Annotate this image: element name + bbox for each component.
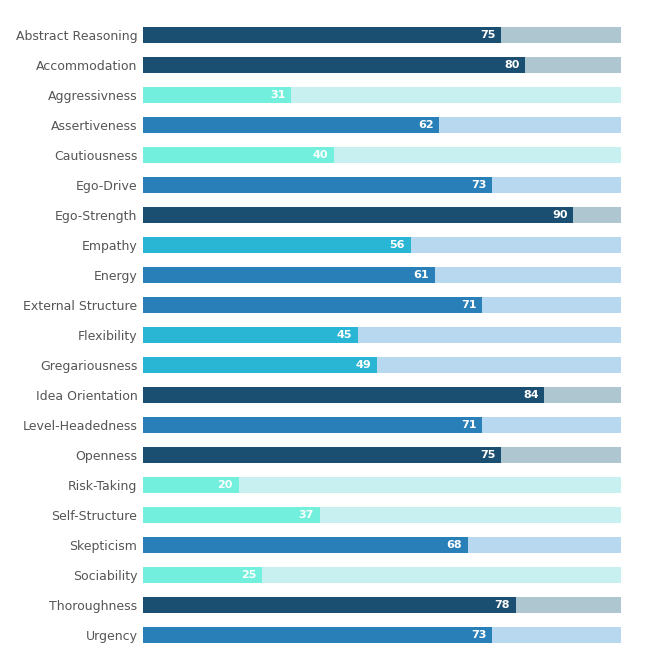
Bar	[143, 27, 501, 44]
Bar	[143, 626, 492, 643]
Text: 49: 49	[356, 360, 371, 370]
Bar	[143, 537, 468, 553]
Bar	[143, 87, 291, 103]
Bar	[143, 117, 439, 133]
Bar	[143, 267, 621, 283]
Text: 56: 56	[389, 240, 405, 250]
Bar	[143, 207, 621, 223]
Bar	[143, 567, 263, 583]
Bar	[143, 57, 525, 73]
Text: 90: 90	[552, 210, 567, 220]
Bar	[143, 537, 621, 553]
Bar	[143, 297, 621, 314]
Bar	[143, 117, 621, 133]
Bar	[143, 87, 621, 103]
Text: 84: 84	[523, 390, 539, 400]
Text: 45: 45	[337, 330, 352, 340]
Bar	[143, 507, 320, 523]
Bar	[143, 477, 239, 493]
Bar	[143, 447, 501, 463]
Bar	[143, 147, 621, 163]
Text: 80: 80	[504, 60, 519, 70]
Bar	[143, 356, 621, 373]
Text: 62: 62	[418, 120, 434, 130]
Bar	[143, 417, 621, 433]
Text: 68: 68	[447, 540, 462, 550]
Bar	[143, 147, 334, 163]
Text: 75: 75	[480, 450, 496, 460]
Bar	[143, 356, 377, 373]
Text: 40: 40	[313, 150, 328, 160]
Bar	[143, 447, 621, 463]
Text: 25: 25	[241, 570, 257, 580]
Text: 75: 75	[480, 30, 496, 40]
Bar	[143, 267, 435, 283]
Text: 73: 73	[471, 630, 486, 640]
Bar	[143, 567, 621, 583]
Bar	[143, 327, 358, 343]
Bar	[143, 207, 573, 223]
Text: 78: 78	[495, 600, 510, 610]
Bar	[143, 237, 411, 253]
Bar	[143, 297, 482, 314]
Bar	[143, 387, 621, 403]
Bar	[143, 387, 545, 403]
Bar	[143, 597, 621, 613]
Bar	[143, 626, 621, 643]
Bar	[143, 27, 621, 44]
Text: 20: 20	[218, 480, 233, 490]
Bar	[143, 57, 621, 73]
Bar	[143, 417, 482, 433]
Bar	[143, 177, 621, 194]
Text: 73: 73	[471, 180, 486, 190]
Text: 71: 71	[461, 300, 476, 310]
Bar	[143, 327, 621, 343]
Bar	[143, 507, 621, 523]
Bar	[143, 177, 492, 194]
Bar	[143, 597, 516, 613]
Bar	[143, 237, 621, 253]
Text: 31: 31	[270, 90, 285, 100]
Text: 71: 71	[461, 420, 476, 430]
Bar	[143, 477, 621, 493]
Text: 37: 37	[299, 510, 314, 520]
Text: 61: 61	[413, 270, 429, 280]
